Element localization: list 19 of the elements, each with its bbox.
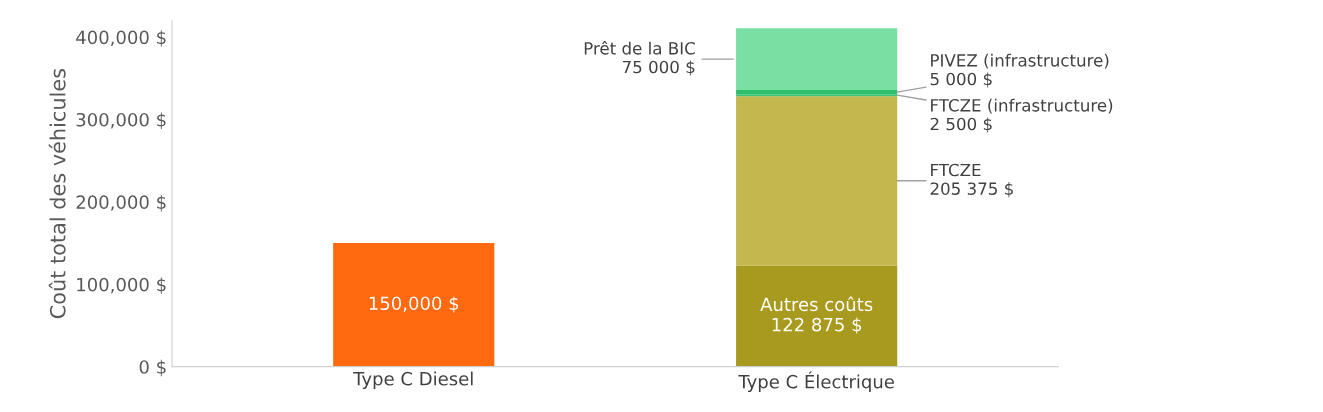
x-tick-label: Type C Électrique bbox=[738, 371, 894, 392]
y-tick-label: 400,000 $ bbox=[76, 30, 166, 47]
data-label: 205 375 $ bbox=[930, 182, 1013, 198]
x-tick-label: Type C Diesel bbox=[353, 371, 473, 390]
data-label: 5 000 $ bbox=[930, 72, 992, 88]
y-tick-label: 100,000 $ bbox=[77, 277, 166, 294]
y-tick-label: 0 $ bbox=[139, 359, 166, 377]
data-label: 2 500 $ bbox=[930, 117, 992, 133]
series-label: Autres coûts bbox=[760, 296, 873, 312]
data-label: 75 000 $ bbox=[622, 60, 695, 76]
text: PIVEZ (infrastructure) bbox=[931, 53, 1109, 69]
y-tick-label: 300,000 $ bbox=[76, 112, 166, 129]
y-tick-label: 200,000 $ bbox=[76, 195, 166, 212]
y-axis-title: Coût total des véhicules bbox=[48, 69, 66, 319]
data-label: 150,000 $ bbox=[369, 296, 459, 313]
text: FTCZE bbox=[931, 163, 981, 177]
data-label: 122 875 $ bbox=[772, 317, 862, 334]
text: Prêt de la BIC bbox=[584, 41, 695, 55]
text: FTCZE (infrastructure) bbox=[931, 98, 1113, 114]
